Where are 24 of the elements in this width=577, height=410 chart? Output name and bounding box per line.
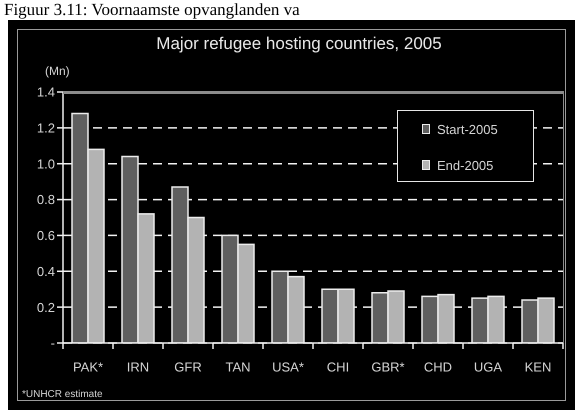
- y-axis-title: (Mn): [45, 64, 70, 78]
- x-tick-label: TAN: [225, 359, 251, 374]
- y-tick-label: 1.0: [36, 156, 55, 172]
- y-tick-label: 0.8: [36, 192, 55, 208]
- y-tick-label: 0.6: [36, 228, 55, 244]
- chart-subtitle: Major refugee hosting countries, 2005: [156, 34, 442, 53]
- x-tick-label: USA*: [272, 359, 304, 374]
- x-tick-label: PAK*: [72, 359, 104, 374]
- x-tick-label: CHD: [424, 359, 452, 374]
- y-tick-label: 1.2: [36, 120, 55, 136]
- y-tick-label: 1.4: [36, 84, 55, 100]
- text: *UNHCR estimate: [22, 389, 103, 400]
- x-tick-label: KEN: [524, 359, 552, 374]
- y-tick-label: 0.2: [36, 300, 55, 315]
- x-tick-label: IRN: [126, 359, 150, 374]
- legend-label: Start-2005: [437, 122, 498, 136]
- y-tick-label: -: [50, 336, 55, 351]
- x-tick-label: GBR*: [371, 359, 405, 374]
- chart-title: Figuur 3.11: Voornaamste opvanglanden va: [4, 0, 300, 19]
- legend-label: End-2005: [437, 158, 494, 172]
- x-tick-label: GFR: [174, 359, 202, 374]
- x-tick-label: UGA: [474, 359, 502, 374]
- x-tick-label: CHI: [326, 359, 350, 374]
- y-tick-label: 0.4: [36, 264, 55, 279]
